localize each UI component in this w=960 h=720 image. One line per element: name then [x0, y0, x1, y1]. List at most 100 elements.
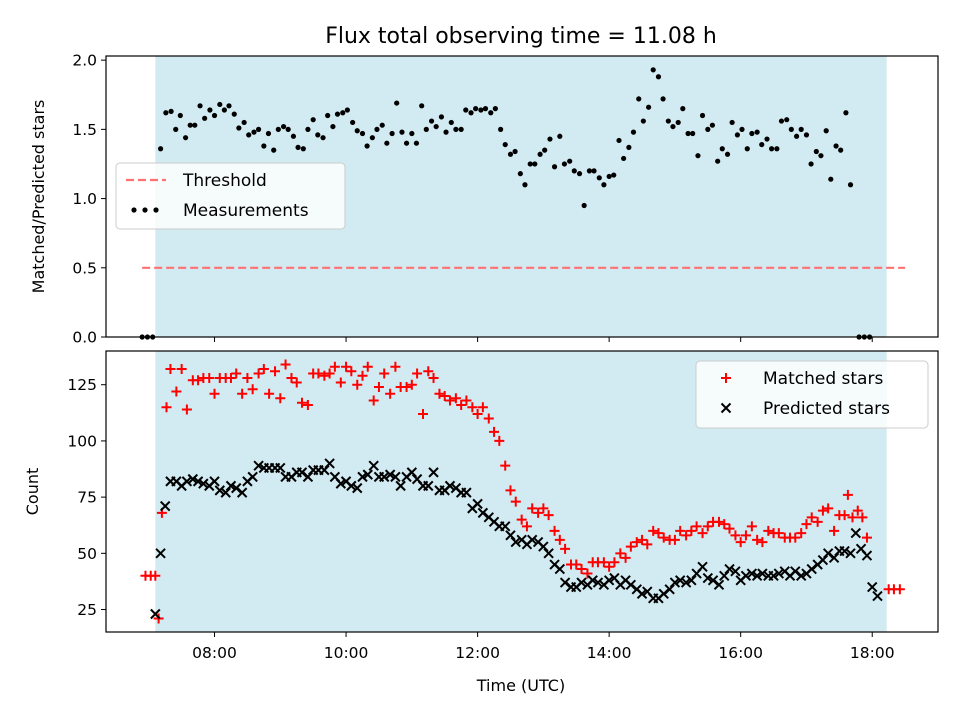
data-point — [472, 408, 483, 419]
data-point — [168, 108, 174, 114]
data-point — [669, 577, 681, 588]
data-point — [344, 107, 350, 113]
data-point — [843, 110, 849, 116]
data-point — [438, 114, 445, 120]
data-point — [757, 537, 768, 548]
data-point — [719, 519, 730, 530]
data-point — [302, 471, 314, 483]
data-point — [362, 361, 373, 372]
data-point — [354, 128, 360, 134]
data-point — [384, 140, 390, 146]
data-point — [390, 471, 401, 483]
data-point — [625, 579, 637, 590]
data-point — [697, 561, 708, 573]
data-point — [157, 146, 164, 152]
data-point — [664, 584, 675, 595]
data-point — [675, 119, 681, 126]
legend-label: Threshold — [182, 171, 267, 191]
data-point — [757, 568, 768, 579]
data-point — [790, 532, 801, 543]
axes-frame — [105, 55, 939, 338]
data-point — [423, 480, 434, 492]
data-point — [674, 575, 686, 586]
data-point — [385, 388, 396, 399]
data-point — [473, 106, 479, 112]
data-point — [697, 528, 708, 539]
data-point — [280, 359, 291, 370]
x-tick-label: 18:00 — [850, 644, 895, 662]
series-matched-stars — [140, 359, 905, 624]
data-point — [543, 510, 554, 521]
data-point — [872, 590, 883, 602]
data-point — [368, 395, 379, 406]
data-point — [231, 111, 237, 117]
data-point — [609, 557, 620, 568]
data-point — [192, 476, 204, 487]
data-point — [808, 161, 814, 167]
data-point — [477, 507, 489, 519]
data-point — [801, 519, 812, 530]
data-point — [763, 525, 774, 536]
data-point — [406, 467, 418, 478]
data-point — [705, 126, 711, 132]
data-point — [735, 537, 746, 548]
legend-box — [695, 360, 929, 429]
data-point — [221, 107, 227, 113]
data-point — [845, 548, 856, 559]
data-point — [823, 503, 834, 514]
data-point — [587, 575, 598, 586]
data-point — [740, 530, 751, 541]
data-point — [576, 564, 587, 575]
data-point — [680, 106, 686, 112]
data-point — [713, 516, 724, 527]
data-point — [468, 110, 474, 116]
data-point — [182, 135, 189, 141]
data-point — [270, 366, 281, 377]
data-point — [461, 395, 472, 406]
data-point — [159, 500, 171, 512]
data-point — [296, 467, 308, 478]
data-point — [838, 147, 844, 153]
data-point — [740, 570, 752, 582]
data-point — [516, 514, 527, 525]
data-point — [226, 103, 232, 109]
y-tick-label: 2.0 — [72, 52, 97, 70]
x-axis-label: Time (UTC) — [476, 676, 565, 695]
series-measurements — [139, 67, 873, 340]
data-point — [521, 521, 532, 532]
legend-marker-dot — [142, 207, 148, 213]
data-point — [778, 118, 785, 124]
data-point — [352, 379, 363, 390]
data-point — [823, 128, 829, 134]
data-point — [560, 543, 571, 554]
data-point — [340, 110, 346, 116]
data-point — [724, 151, 731, 157]
x-tick-label: 12:00 — [455, 644, 500, 662]
data-point — [350, 119, 356, 126]
data-point — [773, 528, 784, 539]
data-point — [829, 525, 840, 536]
data-point — [271, 147, 277, 153]
data-point — [857, 512, 868, 523]
data-point — [746, 521, 757, 532]
data-point — [867, 581, 878, 593]
data-point — [533, 507, 544, 518]
data-point — [450, 393, 461, 404]
data-point — [730, 566, 741, 577]
data-point — [463, 107, 469, 113]
data-point — [751, 570, 763, 582]
chart-title: Flux total observing time = 11.08 h — [325, 24, 717, 49]
data-point — [813, 148, 819, 155]
data-point — [812, 516, 823, 527]
data-point — [253, 460, 264, 471]
data-point — [357, 471, 368, 483]
data-point — [707, 575, 719, 586]
data-point — [418, 408, 429, 419]
data-point — [665, 118, 671, 124]
data-point — [660, 96, 666, 102]
data-point — [483, 413, 494, 424]
data-point — [686, 575, 697, 586]
data-point — [291, 377, 302, 388]
